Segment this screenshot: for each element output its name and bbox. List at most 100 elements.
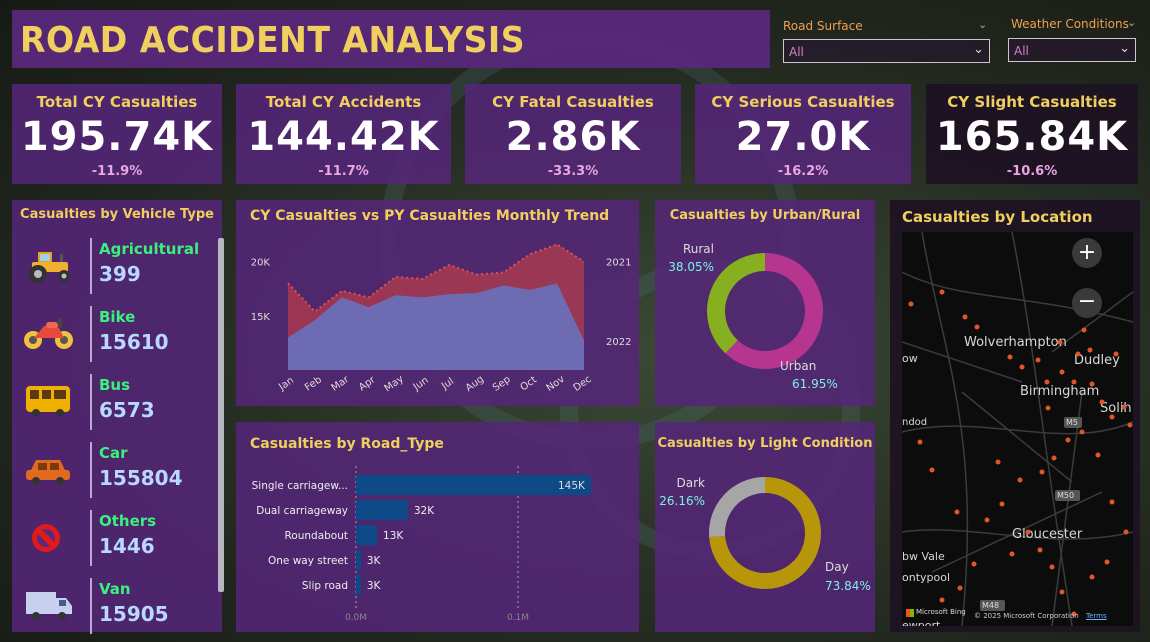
map-terms-link[interactable]: Terms	[1086, 612, 1107, 620]
bar-value-label: 3K	[367, 580, 382, 592]
chevron-down-icon[interactable]: ⌄	[1127, 16, 1137, 29]
x-tick-label: May	[383, 373, 406, 394]
vehicle-name: Car	[99, 444, 128, 462]
casualty-dot	[1009, 551, 1015, 557]
list-item: Bus 6573	[12, 370, 217, 438]
urban-rural-card: Casualties by Urban/Rural Urban 61.95% Rur…	[655, 200, 875, 406]
road-surface-dropdown[interactable]: All ⌄	[783, 39, 990, 63]
vehicle-value: 6573	[99, 398, 155, 422]
casualty-dot	[1079, 429, 1085, 435]
vehicle-name: Bus	[99, 376, 131, 394]
card-title: CY Casualties vs PY Casualties Monthly T…	[250, 208, 610, 224]
casualty-dot	[1059, 589, 1065, 595]
location-map-card: Casualties by Location M5 M50 M48 Wolverham…	[890, 200, 1140, 632]
bar-category-label: Slip road	[302, 580, 348, 592]
casualty-dot	[939, 597, 945, 603]
slice-label-day: 73.84%	[825, 579, 871, 593]
donut-slice-urban	[725, 253, 823, 369]
road-shield	[980, 600, 1005, 611]
casualty-dot	[984, 517, 990, 523]
x-tick-label: Mar	[329, 374, 351, 394]
casualty-dot	[1039, 469, 1045, 475]
slice-name-urban: Urban	[780, 359, 816, 373]
chevron-down-icon: ⌄	[1119, 41, 1130, 56]
x-tick-label: Dec	[571, 374, 593, 394]
chevron-down-icon[interactable]: ⌄	[978, 18, 988, 31]
divider	[90, 442, 92, 498]
bar-category-label: Roundabout	[284, 530, 348, 542]
kpi-card-total-accidents: Total CY Accidents 144.42K -11.7%	[236, 84, 451, 184]
casualty-dot	[939, 289, 945, 295]
casualty-dot	[995, 459, 1001, 465]
casualty-dot	[1045, 405, 1051, 411]
map-attribution: © 2025 Microsoft Corporation	[974, 612, 1079, 620]
casualty-dot	[1059, 369, 1065, 375]
bar-value-label: 32K	[414, 505, 435, 517]
kpi-delta: -11.9%	[91, 164, 143, 179]
road-label: M5	[1066, 418, 1078, 427]
donut-slice-dark	[709, 477, 765, 538]
kpi-title: CY Serious Casualties	[711, 93, 895, 111]
x-tick-label: Jul	[439, 376, 456, 393]
kpi-card-total-casualties: Total CY Casualties 195.74K -11.9%	[12, 84, 222, 184]
x-tick-label: 0.1M	[507, 613, 529, 623]
zoom-in-button[interactable]: +	[1072, 238, 1102, 268]
casualty-dot	[1123, 529, 1129, 535]
x-tick-label: 0.0M	[345, 613, 367, 623]
page-title: ROAD ACCIDENT ANALYSIS	[20, 20, 526, 61]
map-road	[931, 491, 1103, 573]
tractor-icon	[29, 252, 70, 283]
list-item: Bike 15610	[12, 302, 217, 370]
map-place-label: Solih	[1100, 401, 1132, 416]
casualty-dot	[1121, 404, 1127, 410]
card-title: Casualties by Urban/Rural	[669, 208, 861, 223]
map-place-label: Dudley	[1074, 353, 1120, 368]
kpi-title: Total CY Casualties	[36, 93, 198, 111]
kpi-value: 195.74K	[20, 114, 214, 160]
zoom-out-button[interactable]: −	[1072, 288, 1102, 318]
map-place-label: Gloucester	[1012, 527, 1083, 542]
vehicle-value: 15610	[99, 330, 169, 354]
kpi-value: 27.0K	[735, 114, 871, 160]
kpi-delta: -10.6%	[1006, 164, 1058, 179]
slice-label-rural: 38.05%	[668, 260, 714, 274]
map-place-label: ontypool	[902, 571, 950, 584]
list-item: Car 155804	[12, 438, 217, 506]
road-surface-slicer[interactable]: Road Surface ⌄ All ⌄	[780, 10, 995, 68]
weather-dropdown[interactable]: All ⌄	[1008, 38, 1136, 62]
casualty-dot	[1007, 354, 1013, 360]
map-place-label: ndod	[902, 417, 927, 428]
vehicle-scrollbar[interactable]	[218, 238, 224, 592]
slicer-value: All	[789, 45, 804, 59]
slice-label-urban: 61.95%	[792, 377, 838, 391]
map-road	[902, 341, 1023, 383]
map-viewport[interactable]: M5 M50 M48 Wolverhampton Dudley Birmingham Sol…	[902, 232, 1133, 626]
weather-slicer[interactable]: Weather Conditions ⌄ All ⌄	[1005, 10, 1145, 68]
y-tick-label: 15K	[251, 312, 271, 323]
bar-category-label: Single carriagew...	[252, 480, 348, 492]
light-condition-donut: Day 73.84% Dark 26.16%	[659, 476, 871, 593]
chevron-down-icon: ⌄	[973, 42, 984, 57]
vehicle-type-card: Casualties by Vehicle Type Agricultural …	[12, 200, 224, 634]
card-title: Casualties by Road_Type	[250, 436, 444, 452]
kpi-card-serious-casualties: CY Serious Casualties 27.0K -16.2%	[695, 84, 911, 184]
series-line-2021	[287, 243, 585, 313]
bar	[356, 475, 591, 495]
monthly-trend-card: CY Casualties vs PY Casualties Monthly T…	[236, 200, 639, 406]
map-road	[921, 232, 969, 626]
road-shield	[1064, 417, 1082, 428]
casualty-dot	[962, 314, 968, 320]
x-tick-label: Apr	[357, 374, 378, 393]
casualty-dot	[1044, 379, 1050, 385]
casualty-dot	[1071, 611, 1077, 617]
map-road	[1051, 291, 1133, 353]
kpi-value: 144.42K	[247, 114, 440, 160]
casualty-dot	[1087, 347, 1093, 353]
bar	[356, 550, 361, 570]
casualty-dot	[1035, 357, 1041, 363]
casualty-dot	[1017, 477, 1023, 483]
bar-category-label: One way street	[268, 555, 348, 567]
list-item: Agricultural 399	[12, 234, 217, 302]
kpi-title: CY Fatal Casualties	[492, 93, 654, 111]
casualty-dot	[929, 467, 935, 473]
